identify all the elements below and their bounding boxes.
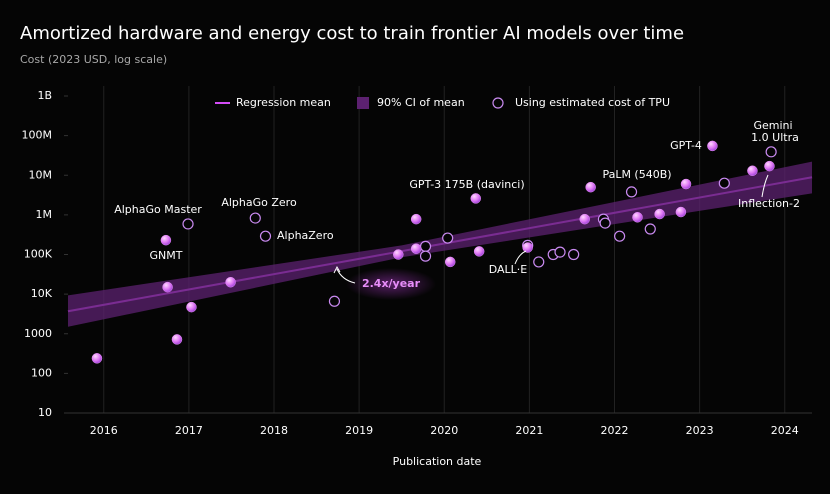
model-point <box>585 181 596 193</box>
x-tick-label: 2021 <box>515 424 543 437</box>
model-point <box>393 249 404 260</box>
tpu-point <box>614 230 626 242</box>
y-tick-label: 10K <box>31 287 53 300</box>
model-point <box>171 334 183 345</box>
model-point <box>522 242 533 253</box>
tpu-point <box>644 223 656 235</box>
tpu-point <box>419 240 432 253</box>
y-tick-label: 1B <box>37 89 52 102</box>
tpu-point <box>568 248 580 261</box>
chart-subtitle: Cost (2023 USD, log scale) <box>20 53 167 66</box>
model-point <box>225 276 236 288</box>
arrow-head <box>333 265 341 274</box>
x-tick-label: 2019 <box>345 424 373 437</box>
model-point <box>654 208 665 220</box>
x-axis-label: Publication date <box>393 455 482 468</box>
legend-label: Using estimated cost of TPU <box>515 96 670 109</box>
model-point <box>675 206 687 218</box>
model-point <box>160 234 172 246</box>
y-tick-label: 100K <box>24 248 53 261</box>
model-point <box>410 243 422 254</box>
x-tick-label: 2018 <box>260 424 288 437</box>
annotation: AlphaZero <box>277 229 334 242</box>
tpu-point <box>419 250 432 262</box>
chart-title: Amortized hardware and energy cost to tr… <box>20 23 684 44</box>
x-tick-label: 2024 <box>771 424 799 437</box>
x-tick-label: 2017 <box>175 424 203 437</box>
y-tick-label: 100M <box>22 129 53 142</box>
tpu-point <box>599 217 611 229</box>
model-point <box>579 213 590 225</box>
tpu-point <box>533 256 545 268</box>
x-tick-label: 2020 <box>430 424 458 437</box>
model-point <box>747 165 758 176</box>
model-point <box>410 213 422 225</box>
annotation: DALL·E <box>489 263 528 276</box>
y-tick-label: 1000 <box>24 327 52 340</box>
annotation: AlphaGo Zero <box>221 196 297 209</box>
model-point <box>91 353 103 364</box>
tpu-point <box>718 177 730 189</box>
x-tick-label: 2016 <box>90 424 118 437</box>
x-tick-label: 2023 <box>686 424 714 437</box>
legend-label: Regression mean <box>236 96 331 109</box>
tpu-point <box>259 230 272 242</box>
model-point <box>473 246 485 257</box>
y-tick-label: 100 <box>31 366 52 379</box>
tpu-point <box>182 218 194 230</box>
model-point <box>764 160 775 172</box>
annotation: GPT-3 175B (davinci) <box>409 178 524 191</box>
model-point <box>186 301 197 313</box>
annotation: GNMT <box>150 249 183 262</box>
tpu-point <box>442 232 454 244</box>
growth-rate-label: 2.4x/year <box>362 277 421 290</box>
y-tick-label: 10 <box>38 406 52 419</box>
legend-swatch <box>492 97 504 109</box>
model-point <box>707 140 718 152</box>
model-point <box>444 256 456 268</box>
tpu-point <box>765 146 777 158</box>
y-tick-label: 1M <box>36 208 53 221</box>
annotation-arrow <box>761 174 769 198</box>
model-point <box>470 193 482 204</box>
tpu-point <box>249 212 261 224</box>
model-point <box>162 281 173 293</box>
annotation: 1.0 Ultra <box>751 131 799 144</box>
legend-label: 90% CI of mean <box>377 96 465 109</box>
model-point <box>632 212 643 223</box>
annotation: Inflection-2 <box>738 197 800 210</box>
tpu-point <box>625 186 638 198</box>
x-tick-label: 2022 <box>601 424 629 437</box>
annotation-arrow <box>514 250 527 265</box>
annotation-arrow <box>336 268 356 284</box>
annotation: GPT-4 <box>670 139 702 152</box>
annotation: AlphaGo Master <box>114 203 202 216</box>
tpu-point <box>328 295 341 307</box>
annotation: Gemini <box>753 119 792 132</box>
tpu-point <box>554 246 566 258</box>
label-glow <box>346 268 436 300</box>
ci-band <box>68 161 812 327</box>
model-point <box>680 178 692 190</box>
legend-swatch <box>357 97 369 109</box>
annotation: PaLM (540B) <box>602 168 671 181</box>
y-tick-label: 10M <box>29 168 53 181</box>
